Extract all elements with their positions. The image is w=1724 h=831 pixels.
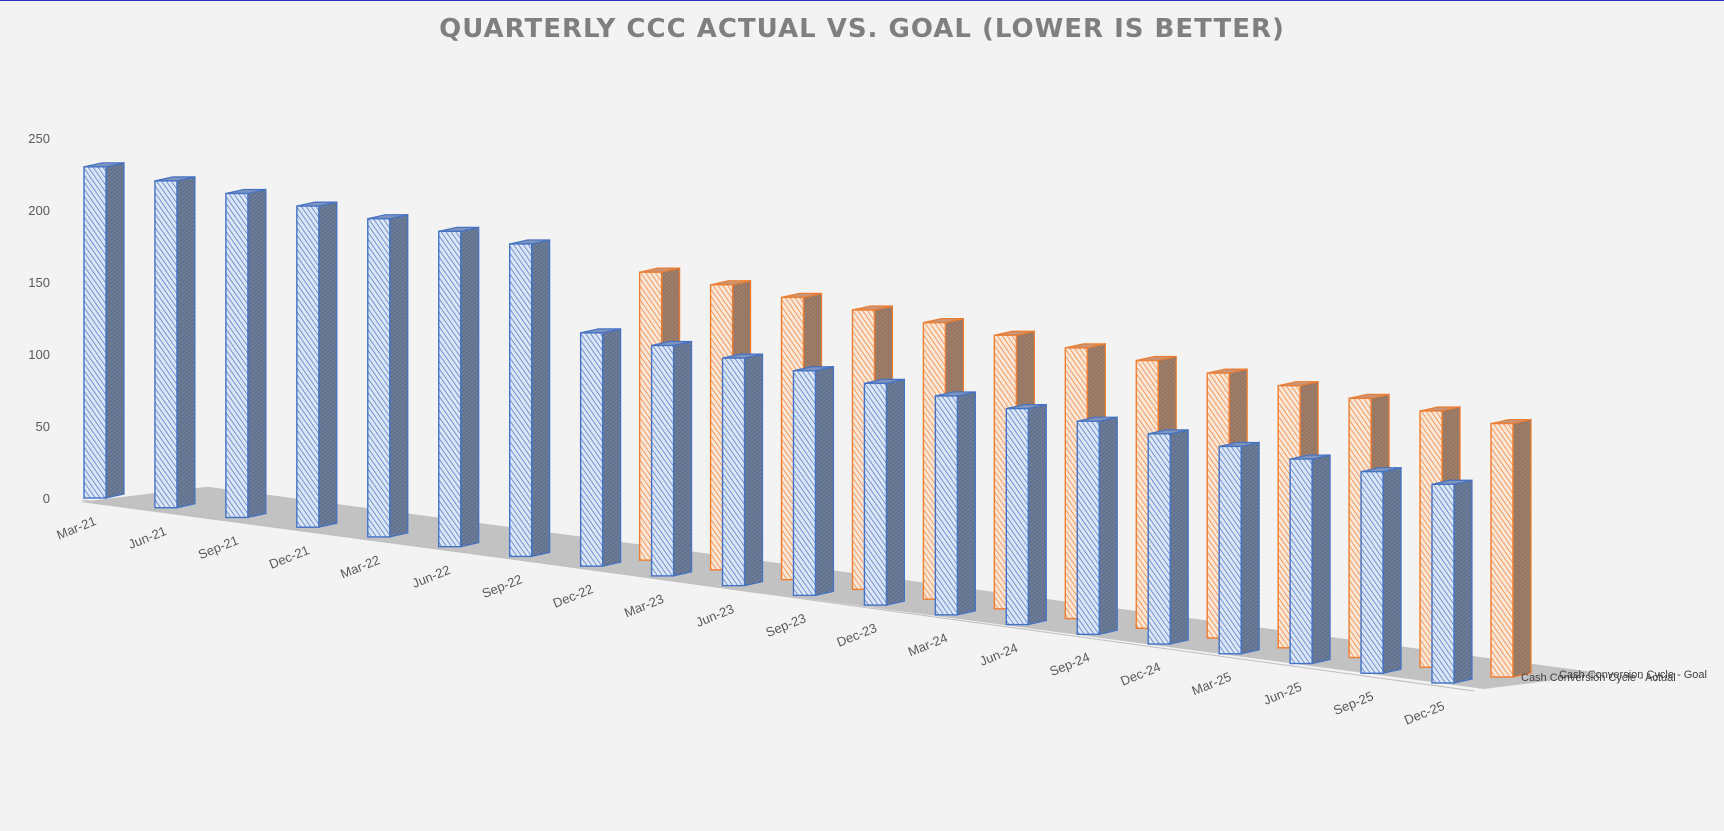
floor-edge (81, 499, 1475, 692)
actual-bar (1360, 466, 1402, 675)
actual-bar (367, 213, 409, 538)
x-tick-label: Mar-24 (906, 630, 950, 659)
actual-bar (438, 226, 480, 548)
actual-bar (1218, 441, 1260, 655)
actual-bar (579, 328, 622, 567)
x-tick-label: Dec-23 (834, 620, 878, 650)
actual-bar (1431, 479, 1473, 684)
y-tick-label: 200 (28, 203, 50, 218)
actual-bar (225, 188, 267, 519)
y-tick-label: 100 (28, 347, 50, 362)
actual-bar (1289, 454, 1331, 665)
actual-bar (1076, 416, 1118, 636)
x-tick-label: Dec-25 (1402, 698, 1446, 728)
x-tick-label: Jun-25 (1261, 679, 1303, 708)
x-tick-label: Sep-24 (1047, 649, 1091, 679)
x-tick-label: Mar-21 (54, 513, 98, 542)
actual-bar (934, 391, 976, 616)
x-tick-label: Jun-21 (126, 523, 168, 552)
x-tick-label: Jun-23 (694, 601, 736, 630)
actual-bar (154, 176, 196, 509)
x-tick-label: Sep-21 (196, 532, 240, 562)
y-tick-label: 0 (43, 491, 50, 506)
series-label-goal: Cash Conversion Cycle - Goal (1559, 669, 1707, 681)
x-tick-label: Dec-21 (267, 542, 311, 572)
actual-bar (1147, 429, 1189, 645)
actual-bar (721, 353, 764, 587)
x-tick-label: Dec-24 (1118, 659, 1162, 689)
actual-bar (650, 340, 693, 577)
bars (83, 162, 1532, 684)
top-border (0, 0, 1724, 1)
actual-bar (83, 162, 125, 499)
actual-bar (296, 201, 338, 528)
x-tick-label: Dec-22 (551, 581, 595, 611)
chart-title: QUARTERLY CCC ACTUAL VS. GOAL (LOWER IS … (439, 14, 1285, 44)
actual-bar (863, 378, 906, 606)
actual-bar (508, 239, 551, 558)
series-label-actual: Cash Conversion Cycle - Actual (1521, 672, 1676, 684)
x-tick-label: Mar-23 (622, 591, 666, 620)
x-tick-label: Jun-24 (977, 640, 1019, 669)
goal-bar (1490, 418, 1532, 678)
y-tick-label: 150 (28, 275, 50, 290)
x-tick-label: Mar-25 (1190, 669, 1234, 698)
x-tick-label: Mar-22 (338, 552, 382, 581)
y-axis: 0 50 100 150 200 250 (28, 131, 50, 506)
actual-bar (792, 365, 835, 597)
actual-bar (1005, 403, 1047, 626)
x-tick-label: Sep-23 (764, 610, 808, 640)
x-tick-label: Jun-22 (410, 562, 452, 591)
x-tick-label: Sep-25 (1331, 688, 1375, 718)
y-tick-label: 50 (36, 419, 50, 434)
y-tick-label: 250 (28, 131, 50, 146)
x-tick-label: Sep-22 (480, 571, 524, 601)
